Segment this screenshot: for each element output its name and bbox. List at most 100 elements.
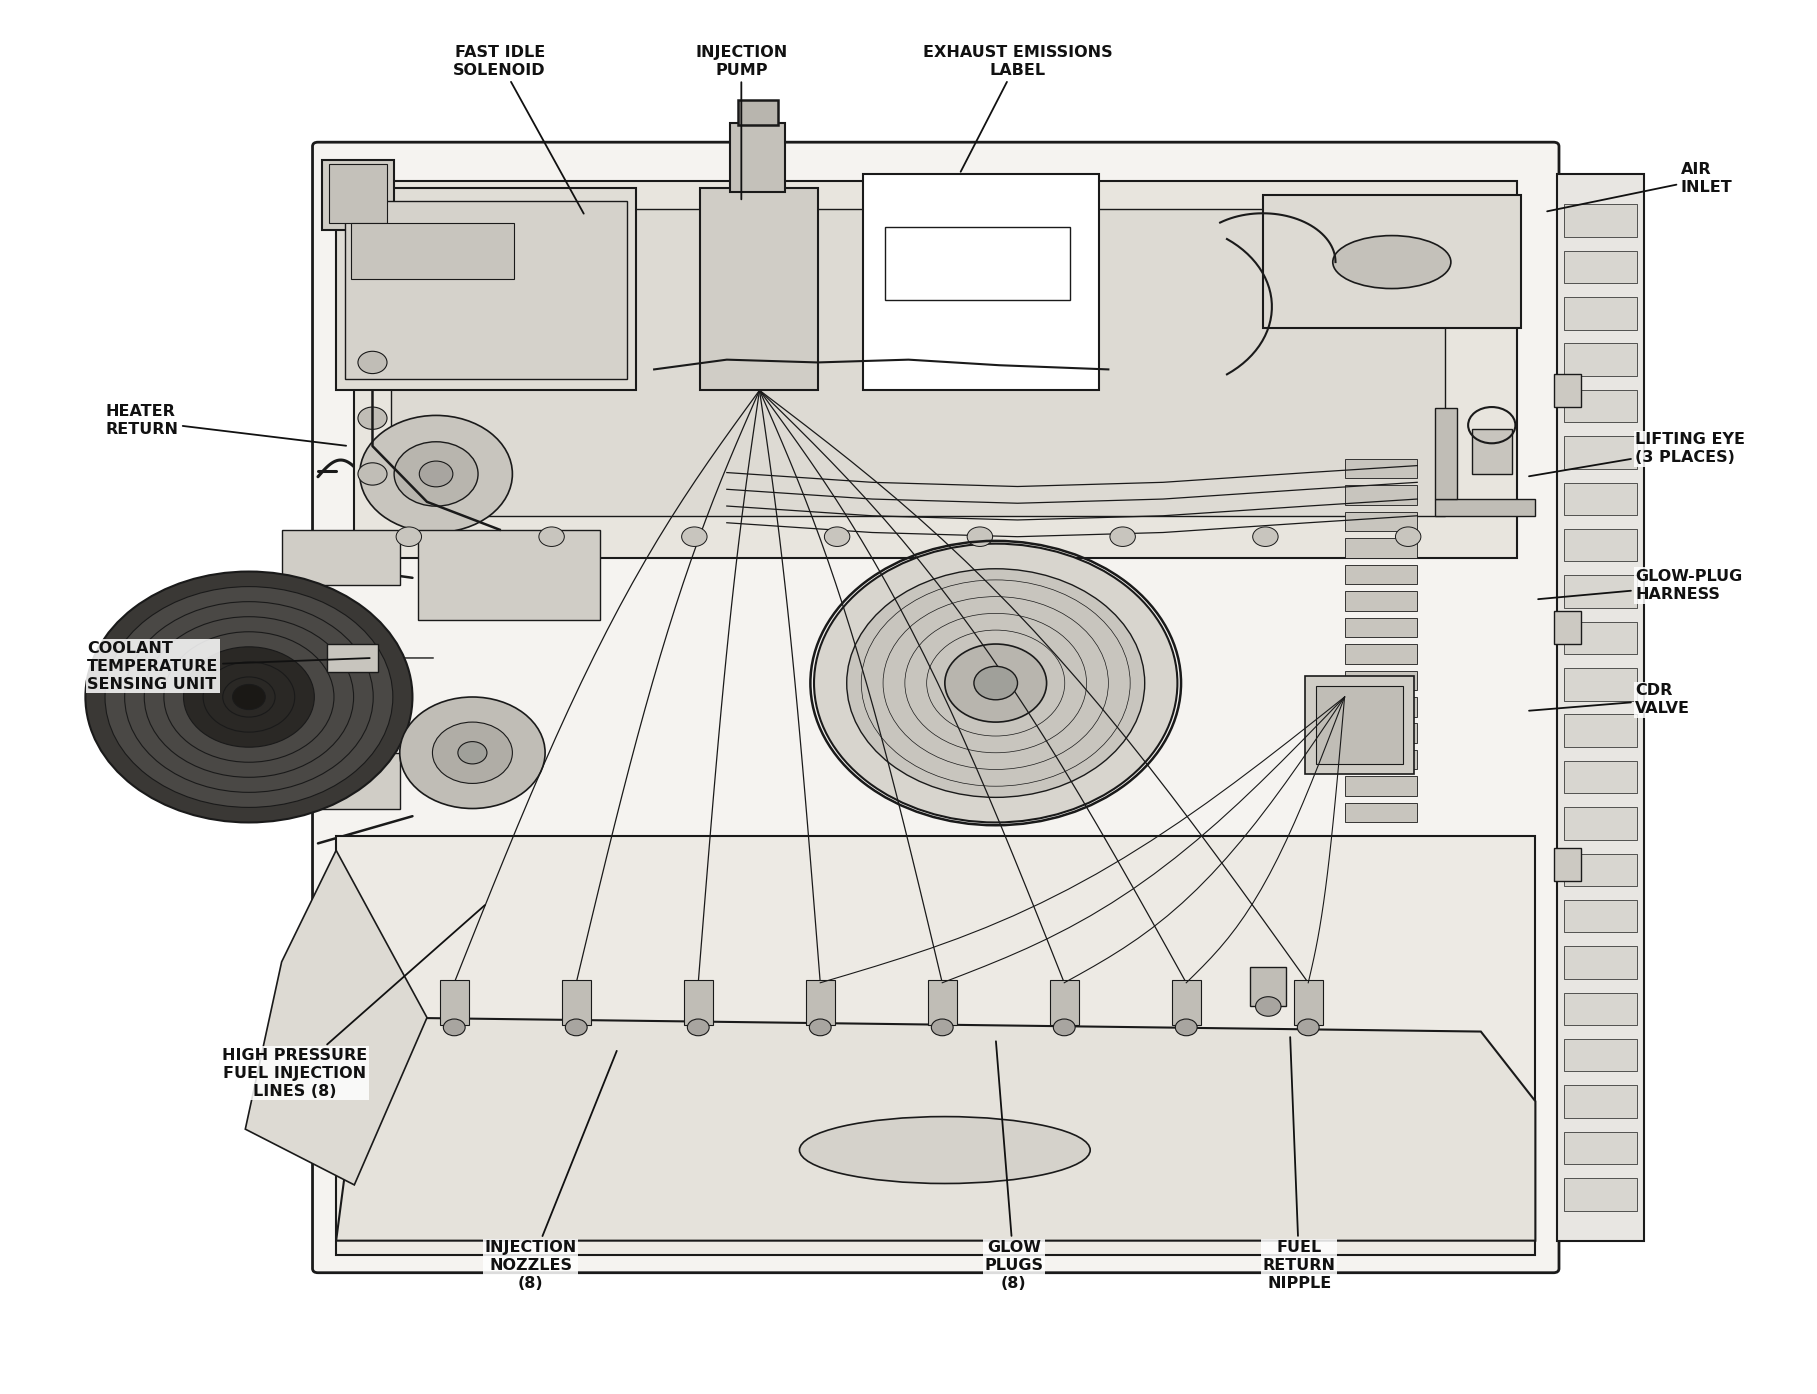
Circle shape [125,602,372,792]
Text: FAST IDLE
SOLENOID: FAST IDLE SOLENOID [454,45,583,213]
Bar [1554,611,1581,644]
Bar [1564,251,1637,283]
Circle shape [1252,527,1277,546]
Ellipse shape [1334,236,1450,289]
Circle shape [360,415,512,533]
Bar [1564,390,1637,422]
Bar [885,227,1070,300]
Bar [1345,538,1417,558]
Circle shape [358,463,387,485]
Bar [1345,803,1417,822]
Text: FUEL
RETURN
NIPPLE: FUEL RETURN NIPPLE [1263,1037,1335,1291]
Circle shape [814,544,1177,822]
Bar [1557,174,1644,1241]
Circle shape [825,527,850,546]
Circle shape [1395,527,1421,546]
Text: GLOW
PLUGS
(8): GLOW PLUGS (8) [985,1041,1043,1291]
Bar [1554,374,1581,407]
Bar [1345,671,1417,690]
Bar [1345,485,1417,505]
Bar [730,123,785,192]
Circle shape [432,722,512,783]
Bar [1345,697,1417,717]
Bar [1564,1178,1637,1210]
Bar [1345,750,1417,769]
Circle shape [204,662,294,732]
Bar [327,644,378,672]
Bar [1564,622,1637,654]
Circle shape [687,1019,709,1036]
Bar [700,188,818,390]
Bar [1564,993,1637,1025]
Bar [1564,343,1637,376]
Circle shape [105,587,392,807]
Bar [1345,565,1417,584]
Bar [928,980,958,1025]
Circle shape [1054,1019,1076,1036]
Circle shape [974,666,1018,700]
Bar [418,530,600,620]
Text: LIFTING EYE
(3 PLACES): LIFTING EYE (3 PLACES) [1530,432,1746,477]
Bar [1345,776,1417,796]
Circle shape [1110,527,1136,546]
Bar [1564,297,1637,329]
Circle shape [847,569,1145,797]
Bar [1564,901,1637,933]
Circle shape [443,1019,465,1036]
Circle shape [565,1019,587,1036]
Bar [738,100,778,125]
Bar [391,209,1445,516]
Bar [805,980,834,1025]
Circle shape [358,407,387,429]
Circle shape [358,351,387,374]
Polygon shape [245,850,427,1185]
Bar [1305,676,1414,774]
Bar [1564,714,1637,747]
Bar [1564,528,1637,562]
Bar [1554,848,1581,881]
Bar [561,980,591,1025]
Circle shape [184,647,314,747]
Bar [1564,436,1637,468]
Circle shape [1297,1019,1319,1036]
Bar [1564,482,1637,514]
Circle shape [540,527,565,546]
Circle shape [967,527,992,546]
Circle shape [394,442,478,506]
Circle shape [1256,997,1281,1016]
Text: GLOW-PLUG
HARNESS: GLOW-PLUG HARNESS [1539,569,1743,602]
Bar [1472,429,1512,474]
Bar [1564,807,1637,839]
Bar [683,980,712,1025]
Bar [1564,576,1637,608]
Circle shape [164,631,334,763]
Bar [354,181,1517,558]
Bar [1564,761,1637,793]
Circle shape [945,644,1047,722]
Bar [345,201,627,379]
Bar [336,836,1535,1255]
Bar [1564,205,1637,237]
Bar [1172,980,1201,1025]
Bar [1294,980,1323,1025]
Bar [1345,591,1417,611]
Bar [1564,947,1637,979]
Text: HIGH PRESSURE
FUEL INJECTION
LINES (8): HIGH PRESSURE FUEL INJECTION LINES (8) [222,905,485,1098]
Bar [1345,459,1417,478]
Circle shape [233,684,265,710]
Bar [1435,499,1535,516]
FancyBboxPatch shape [313,142,1559,1273]
Text: COOLANT
TEMPERATURE
SENSING UNIT: COOLANT TEMPERATURE SENSING UNIT [87,641,369,691]
Text: INJECTION
NOZZLES
(8): INJECTION NOZZLES (8) [485,1051,616,1291]
Bar [863,174,1099,390]
Text: EXHAUST EMISSIONS
LABEL: EXHAUST EMISSIONS LABEL [923,45,1112,171]
Text: INJECTION
PUMP: INJECTION PUMP [696,45,787,199]
Bar [1050,980,1079,1025]
Bar [1345,723,1417,743]
Circle shape [932,1019,954,1036]
Bar [329,164,387,223]
Bar [1345,618,1417,637]
Bar [1564,853,1637,887]
Circle shape [809,1019,830,1036]
Circle shape [400,697,545,809]
